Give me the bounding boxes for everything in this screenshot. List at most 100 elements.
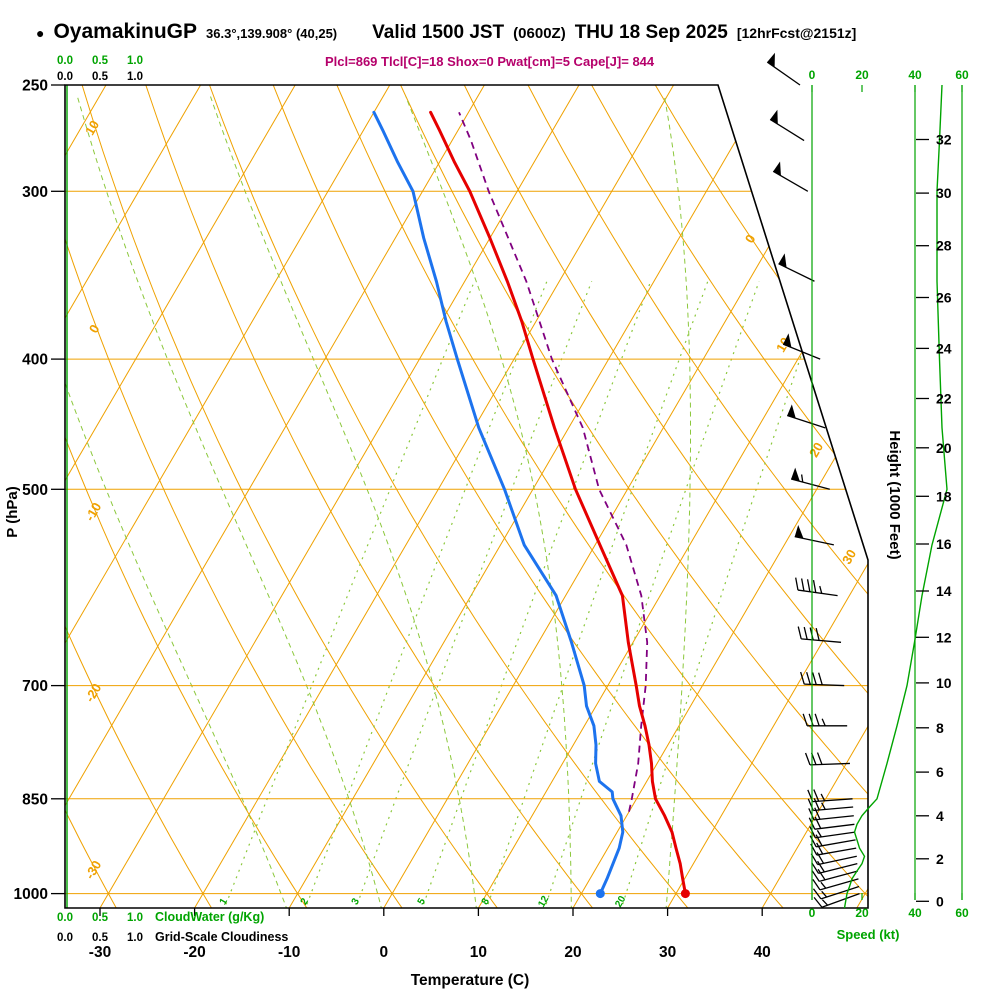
parcel-curve bbox=[458, 111, 649, 812]
isotherm-lines bbox=[65, 85, 868, 908]
svg-text:-30: -30 bbox=[82, 858, 104, 882]
cloudwater-scale-bottom: 0.0 0.5 1.0 CloudWater (g/Kg) bbox=[57, 910, 264, 924]
svg-text:20: 20 bbox=[855, 68, 869, 82]
station-name: OyamakinuGP bbox=[53, 20, 198, 43]
svg-text:28: 28 bbox=[936, 238, 952, 254]
forecast-tag: [12hrFcst@2151z] bbox=[736, 25, 857, 41]
svg-text:10: 10 bbox=[82, 118, 102, 138]
svg-text:4: 4 bbox=[936, 808, 944, 824]
station-bullet-icon: ● bbox=[36, 25, 45, 41]
svg-text:14: 14 bbox=[936, 583, 952, 599]
plot-grid bbox=[65, 85, 868, 908]
surface-temp-dot bbox=[680, 889, 690, 899]
svg-text:8: 8 bbox=[480, 896, 493, 907]
svg-text:300: 300 bbox=[22, 184, 48, 201]
valid-date: THU 18 Sep 2025 bbox=[574, 22, 728, 43]
svg-text:24: 24 bbox=[936, 340, 952, 356]
height-axis-label: Height (1000 Feet) bbox=[886, 430, 903, 559]
svg-text:60: 60 bbox=[955, 906, 969, 920]
wind-barbs bbox=[766, 52, 860, 908]
svg-text:250: 250 bbox=[22, 78, 48, 95]
dewpoint-curve bbox=[372, 110, 625, 899]
svg-text:12: 12 bbox=[936, 629, 952, 645]
svg-text:0: 0 bbox=[936, 893, 944, 909]
isobar-lines bbox=[65, 190, 868, 895]
svg-text:0: 0 bbox=[809, 68, 816, 82]
chart-title: ● OyamakinuGP 36.3°,139.908° (40,25) Val… bbox=[36, 20, 856, 44]
cloudiness-scale-bottom: 0.0 0.5 1.0 Grid-Scale Cloudiness bbox=[57, 930, 288, 944]
svg-text:5: 5 bbox=[416, 896, 429, 907]
svg-text:1.0: 1.0 bbox=[127, 932, 143, 944]
svg-text:22: 22 bbox=[936, 390, 952, 406]
mixing-ratio-lines bbox=[222, 281, 828, 908]
speed-axis-label: Speed (kt) bbox=[837, 927, 900, 942]
svg-text:-30: -30 bbox=[89, 944, 111, 961]
svg-text:0.5: 0.5 bbox=[92, 71, 109, 83]
svg-text:10: 10 bbox=[470, 944, 487, 961]
svg-text:0.0: 0.0 bbox=[57, 912, 73, 924]
svg-text:-20: -20 bbox=[82, 681, 104, 705]
svg-text:10: 10 bbox=[936, 675, 952, 691]
svg-text:0.0: 0.0 bbox=[57, 55, 73, 67]
svg-text:0.0: 0.0 bbox=[57, 71, 73, 83]
plot-border bbox=[64, 84, 869, 909]
svg-text:700: 700 bbox=[22, 678, 48, 695]
temperature-axis-label: Temperature (C) bbox=[411, 972, 530, 989]
svg-text:16: 16 bbox=[936, 536, 952, 552]
wind-speed-curve bbox=[843, 84, 948, 909]
svg-text:40: 40 bbox=[908, 906, 922, 920]
pressure-axis-label: P (hPa) bbox=[4, 486, 21, 537]
svg-text:0: 0 bbox=[809, 906, 816, 920]
svg-text:20: 20 bbox=[806, 440, 826, 460]
svg-text:0.5: 0.5 bbox=[92, 932, 109, 944]
svg-text:-20: -20 bbox=[183, 944, 205, 961]
valid-zulu-time: (0600Z) bbox=[513, 25, 566, 42]
cloudiness-scale-top: 0.0 0.5 1.0 bbox=[57, 71, 143, 83]
svg-text:18: 18 bbox=[936, 488, 952, 504]
svg-text:0.5: 0.5 bbox=[92, 55, 109, 67]
svg-text:500: 500 bbox=[22, 482, 48, 499]
pressure-axis: 250 300 400 500 700 850 1000 P (hPa) bbox=[4, 78, 65, 903]
adiabat-labels: 10 0 -10 -20 -30 bbox=[82, 118, 104, 882]
moist-adiabat-lines bbox=[65, 96, 691, 908]
svg-text:1.0: 1.0 bbox=[127, 55, 143, 67]
svg-text:-10: -10 bbox=[278, 944, 300, 961]
svg-text:12: 12 bbox=[536, 894, 551, 910]
svg-text:1.0: 1.0 bbox=[127, 912, 143, 924]
svg-text:60: 60 bbox=[955, 68, 969, 82]
svg-text:2: 2 bbox=[936, 851, 944, 867]
svg-text:3: 3 bbox=[350, 896, 363, 907]
svg-text:-10: -10 bbox=[82, 500, 104, 524]
svg-text:20: 20 bbox=[613, 894, 628, 910]
svg-text:30: 30 bbox=[936, 185, 952, 201]
svg-text:20: 20 bbox=[564, 944, 581, 961]
svg-text:0.5: 0.5 bbox=[92, 912, 109, 924]
svg-text:1.0: 1.0 bbox=[127, 71, 143, 83]
temperature-curve bbox=[429, 110, 690, 899]
svg-text:0: 0 bbox=[742, 232, 759, 246]
svg-text:1000: 1000 bbox=[14, 886, 48, 903]
temperature-axis: -30 -20 -10 0 10 20 30 40 Temperature (C) bbox=[89, 908, 771, 989]
svg-text:0.0: 0.0 bbox=[57, 932, 73, 944]
svg-text:40: 40 bbox=[754, 944, 771, 961]
mixing-ratio-labels: 1 2 3 5 8 12 20 bbox=[218, 894, 629, 910]
svg-text:26: 26 bbox=[936, 290, 952, 306]
svg-text:6: 6 bbox=[936, 764, 944, 780]
cloudwater-axis-label: CloudWater (g/Kg) bbox=[155, 910, 264, 924]
stability-indices-line: Plcl=869 Tlcl[C]=18 Shox=0 Pwat[cm]=5 Ca… bbox=[325, 54, 655, 69]
cloudiness-axis-label: Grid-Scale Cloudiness bbox=[155, 930, 288, 944]
svg-text:30: 30 bbox=[659, 944, 676, 961]
svg-text:2: 2 bbox=[299, 896, 312, 907]
svg-text:32: 32 bbox=[936, 132, 952, 148]
svg-text:20: 20 bbox=[936, 440, 952, 456]
svg-text:1: 1 bbox=[218, 896, 231, 907]
station-coords: 36.3°,139.908° (40,25) bbox=[206, 26, 338, 41]
surface-dewpoint-dot bbox=[595, 889, 605, 899]
svg-text:0: 0 bbox=[86, 322, 103, 336]
svg-text:40: 40 bbox=[908, 68, 922, 82]
svg-text:8: 8 bbox=[936, 720, 944, 736]
valid-time: Valid 1500 JST bbox=[372, 22, 505, 43]
